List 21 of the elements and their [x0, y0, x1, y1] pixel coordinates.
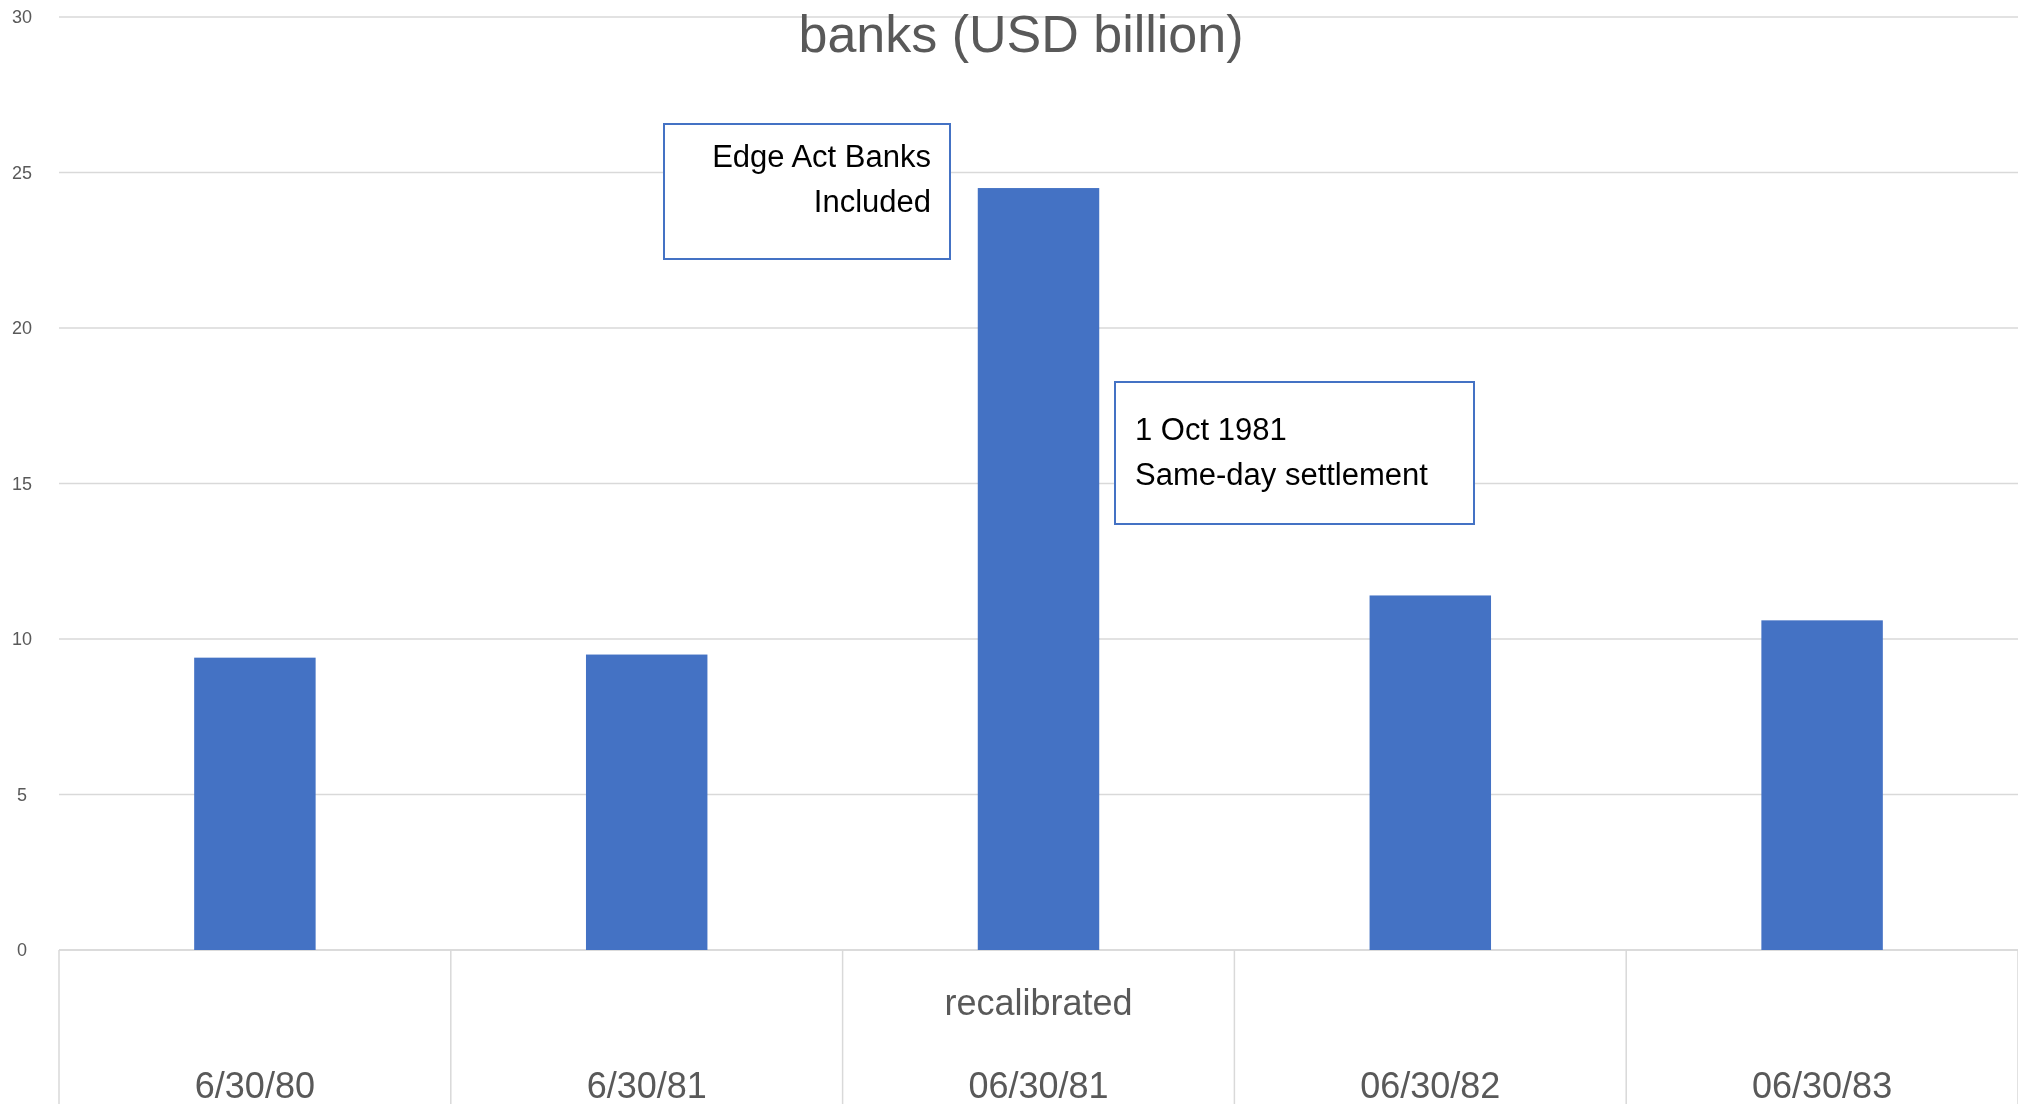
y-tick-label: 0 — [16, 940, 28, 960]
chart-title: banks (USD billion) — [798, 5, 1244, 63]
x-tick-label: 6/30/81 — [586, 1065, 707, 1104]
annotation: Edge Act Banks Included — [712, 139, 931, 219]
y-tick-label: 15 — [11, 473, 33, 494]
text: recalibrated — [944, 982, 1133, 1023]
x-tick-label: 6/30/80 — [194, 1065, 315, 1104]
x-tick-label: 06/30/81 — [968, 1065, 1109, 1104]
bar — [1369, 595, 1492, 950]
bar — [977, 188, 1100, 950]
y-tick-label: 20 — [11, 318, 33, 338]
y-tick-label: 5 — [16, 784, 28, 805]
bar — [585, 654, 708, 950]
y-tick-label: 30 — [11, 7, 33, 27]
x-tick-label: 06/30/83 — [1752, 1065, 1893, 1104]
y-tick-label: 25 — [11, 162, 33, 183]
annotation: 1 Oct 1981 Same-day settlement — [1135, 412, 1429, 492]
x-tick-label: 06/30/82 — [1360, 1065, 1501, 1104]
bar — [194, 657, 316, 950]
y-tick-label: 10 — [11, 629, 33, 649]
bar — [1761, 620, 1883, 950]
